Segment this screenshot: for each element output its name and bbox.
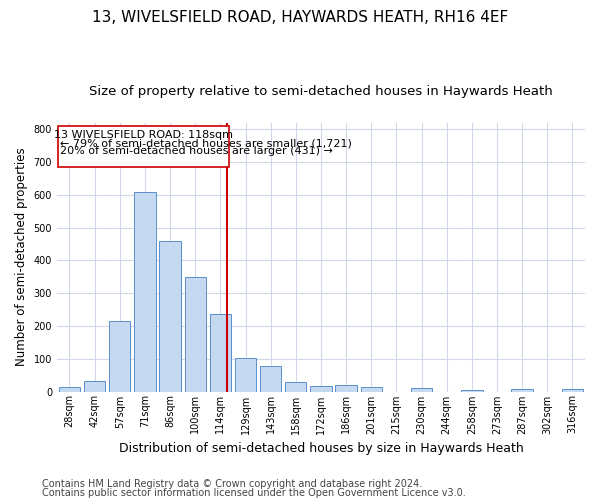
Bar — [134, 192, 155, 392]
Bar — [511, 389, 533, 392]
Bar — [461, 390, 482, 392]
Text: ← 79% of semi-detached houses are smaller (1,721): ← 79% of semi-detached houses are smalle… — [60, 139, 352, 149]
Bar — [59, 386, 80, 392]
Bar — [562, 389, 583, 392]
Text: 13 WIVELSFIELD ROAD: 118sqm: 13 WIVELSFIELD ROAD: 118sqm — [54, 130, 233, 140]
Text: 13, WIVELSFIELD ROAD, HAYWARDS HEATH, RH16 4EF: 13, WIVELSFIELD ROAD, HAYWARDS HEATH, RH… — [92, 10, 508, 25]
Y-axis label: Number of semi-detached properties: Number of semi-detached properties — [15, 148, 28, 366]
Bar — [209, 314, 231, 392]
Bar — [260, 366, 281, 392]
Bar — [285, 382, 307, 392]
Title: Size of property relative to semi-detached houses in Haywards Heath: Size of property relative to semi-detach… — [89, 85, 553, 98]
Bar — [109, 321, 130, 392]
Text: Contains public sector information licensed under the Open Government Licence v3: Contains public sector information licen… — [42, 488, 466, 498]
Bar — [310, 386, 332, 392]
FancyBboxPatch shape — [58, 126, 229, 167]
Text: 20% of semi-detached houses are larger (431) →: 20% of semi-detached houses are larger (… — [60, 146, 333, 156]
Bar — [185, 277, 206, 392]
Bar — [235, 358, 256, 392]
Bar — [411, 388, 432, 392]
X-axis label: Distribution of semi-detached houses by size in Haywards Heath: Distribution of semi-detached houses by … — [119, 442, 523, 455]
Bar — [84, 381, 106, 392]
Bar — [361, 388, 382, 392]
Bar — [160, 241, 181, 392]
Bar — [335, 385, 357, 392]
Text: Contains HM Land Registry data © Crown copyright and database right 2024.: Contains HM Land Registry data © Crown c… — [42, 479, 422, 489]
